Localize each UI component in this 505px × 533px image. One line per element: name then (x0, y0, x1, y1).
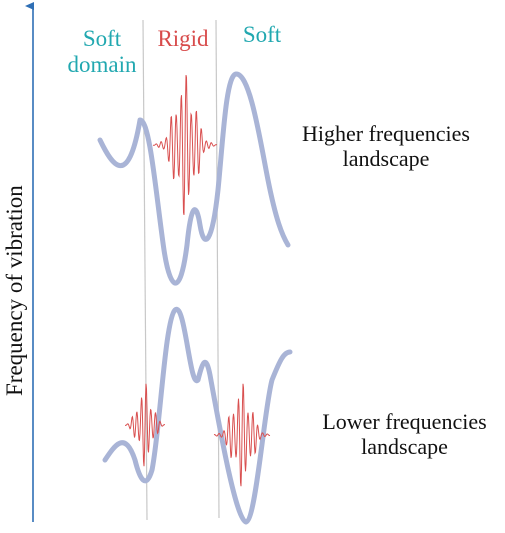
lower-frequency-landscape-curve (102, 307, 293, 525)
higher-frequencies-label: Higher frequencies landscape (286, 121, 486, 171)
lower-frequencies-label: Lower frequencies landscape (302, 409, 505, 459)
rigid-domain-label: Rigid (157, 26, 209, 51)
domain-divider-right (215, 19, 220, 519)
soft-domain-right-label: Soft (242, 22, 282, 47)
lower-frequencies-label-text: Lower frequencies landscape (322, 409, 487, 459)
soft-domain-label-text: Soft domain (67, 26, 137, 77)
higher-frequency-landscape-curve (97, 71, 291, 286)
axis-label: Frequency of vibration (2, 185, 27, 396)
soft-left-vibration-wave (125, 383, 165, 467)
soft-domain-label: Soft domain (64, 26, 140, 78)
domain-divider-left (142, 19, 148, 521)
soft-right-vibration-wave (213, 383, 271, 487)
higher-frequencies-label-text: Higher frequencies landscape (302, 121, 470, 171)
rigid-vibration-wave (152, 74, 218, 216)
